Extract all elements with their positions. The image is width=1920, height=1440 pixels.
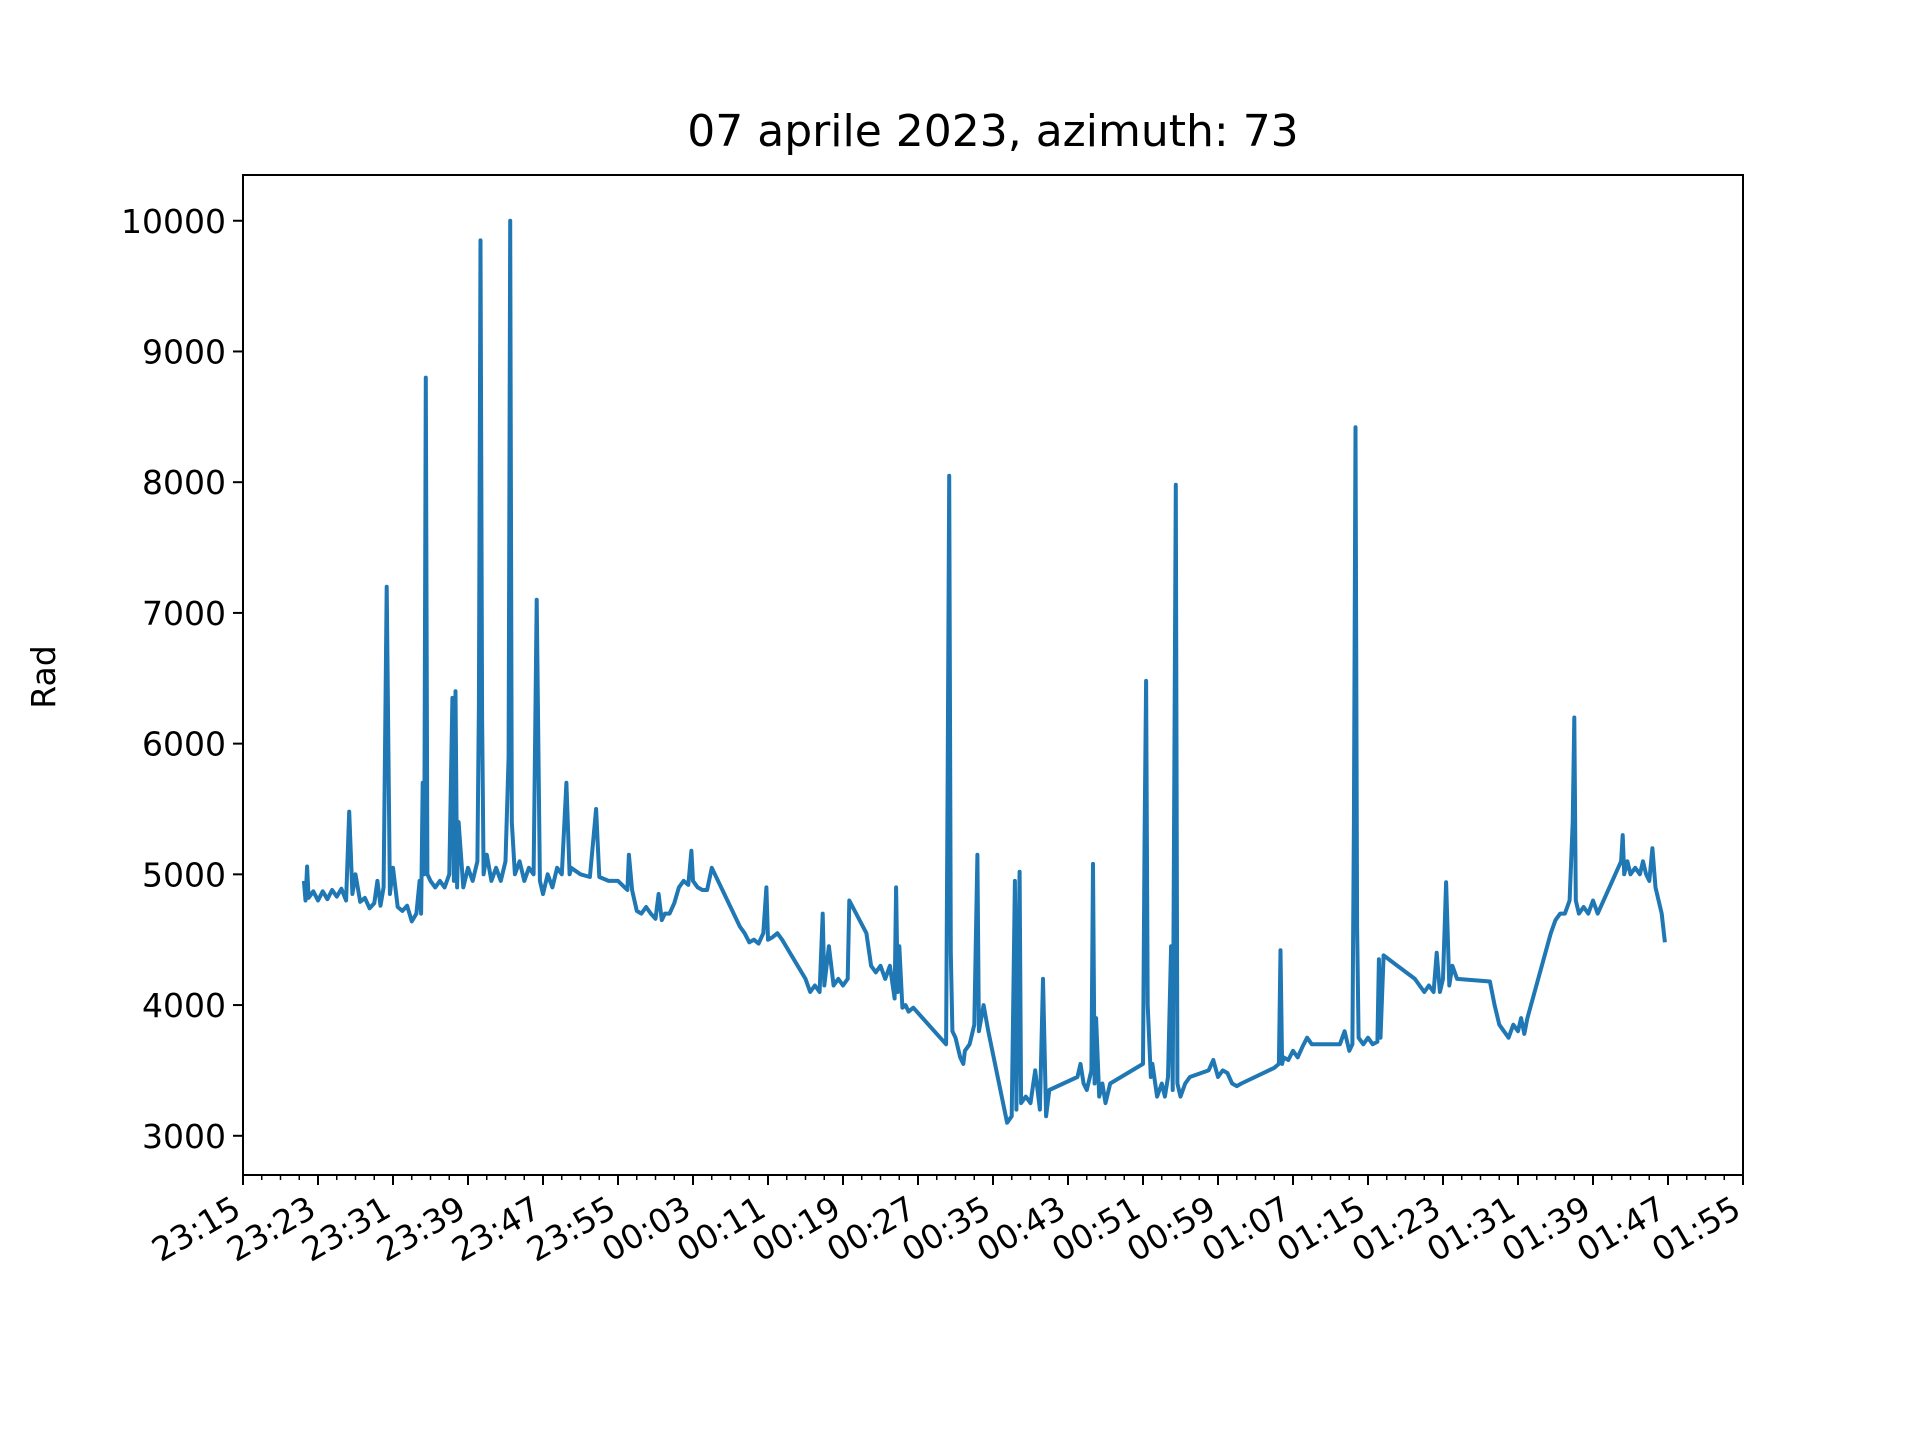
x-tick-label: 01:55 bbox=[1645, 1188, 1747, 1269]
series-line-0 bbox=[301, 218, 1667, 1125]
y-axis: 3000 4000 5000 6000 7000 8000 9000 10000 bbox=[121, 202, 243, 1156]
y-tick-label: 6000 bbox=[142, 725, 226, 764]
x-axis: 23:1523:2323:3123:3923:4723:5500:0300:11… bbox=[145, 1175, 1747, 1269]
chart-title: 07 aprile 2023, azimuth: 73 bbox=[687, 106, 1298, 157]
plot-area bbox=[301, 218, 1667, 1125]
y-tick-label: 4000 bbox=[142, 986, 226, 1025]
y-tick-label: 8000 bbox=[142, 463, 226, 502]
y-tick-label: 10000 bbox=[121, 202, 226, 241]
y-tick-label: 5000 bbox=[142, 855, 226, 894]
y-tick-label: 3000 bbox=[142, 1117, 226, 1156]
y-tick-label: 9000 bbox=[142, 332, 226, 371]
y-axis-label: Rad bbox=[24, 645, 63, 708]
y-tick-label: 7000 bbox=[142, 594, 226, 633]
plot-frame bbox=[242, 174, 1744, 1176]
